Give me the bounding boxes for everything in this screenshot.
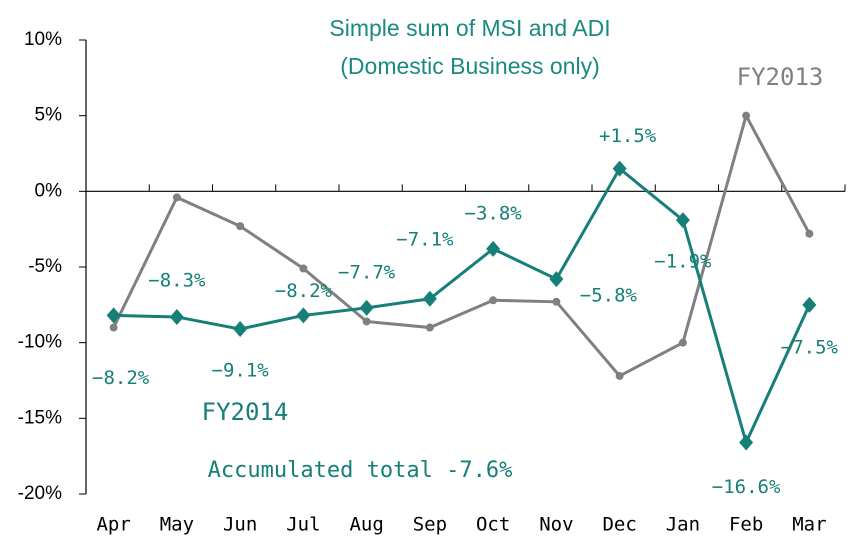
- y-tick-label: -10%: [18, 332, 62, 353]
- series-line: [113, 166, 811, 447]
- point-marker: [549, 271, 564, 288]
- x-tick-label: Aug: [349, 514, 383, 536]
- point-marker: [422, 290, 437, 307]
- data-label: −5.8%: [580, 285, 638, 307]
- point-marker: [169, 308, 184, 325]
- chart-subtitle: (Domestic Business only): [340, 53, 599, 79]
- x-tick-label: Nov: [539, 514, 573, 536]
- x-tick-label: Mar: [792, 514, 826, 536]
- chart-title: Simple sum of MSI and ADI: [329, 15, 610, 41]
- x-tick-label: Apr: [96, 514, 130, 536]
- data-label: −1.9%: [654, 251, 712, 273]
- data-label: −3.8%: [465, 202, 523, 224]
- point-marker: [233, 321, 248, 338]
- point-marker: [552, 297, 561, 306]
- data-label: −9.1%: [212, 360, 270, 382]
- x-tick-label: Jan: [666, 514, 700, 536]
- point-marker: [615, 371, 624, 380]
- y-tick-label: 5%: [35, 105, 63, 126]
- x-tick-label: Jul: [286, 514, 320, 536]
- x-tick-label: Feb: [729, 514, 763, 536]
- annotation: Accumulated total -7.6%: [208, 458, 513, 483]
- y-tick-label: -20%: [18, 483, 62, 504]
- point-marker: [486, 240, 501, 257]
- data-label: −8.2%: [275, 280, 333, 302]
- series-line: [112, 111, 811, 378]
- point-marker: [299, 264, 308, 273]
- point-marker: [425, 323, 434, 332]
- point-marker: [675, 212, 690, 229]
- data-label: +1.5%: [599, 125, 657, 147]
- point-marker: [362, 317, 371, 326]
- point-marker: [172, 193, 181, 202]
- point-marker: [489, 296, 498, 305]
- x-tick-label: May: [160, 514, 194, 536]
- data-label: −7.7%: [338, 261, 396, 283]
- x-tick-label: Sep: [413, 514, 447, 536]
- x-tick-label: Dec: [602, 514, 636, 536]
- point-marker: [802, 296, 817, 313]
- x-tick-label: Oct: [476, 514, 510, 536]
- point-marker: [296, 307, 311, 324]
- point-marker: [678, 338, 687, 347]
- series-label: FY2013: [737, 63, 824, 91]
- series-label: FY2014: [202, 398, 289, 426]
- y-tick-label: 0%: [35, 180, 63, 201]
- x-tick-label: Jun: [223, 514, 257, 536]
- point-marker: [359, 299, 374, 316]
- point-marker: [742, 111, 751, 120]
- point-marker: [106, 307, 121, 324]
- data-label: −7.5%: [781, 336, 839, 358]
- data-label: −8.2%: [92, 367, 150, 389]
- data-label: −7.1%: [396, 228, 454, 250]
- point-marker: [236, 222, 245, 231]
- data-label: −8.3%: [148, 269, 206, 291]
- point-marker: [805, 229, 814, 238]
- y-tick-label: -5%: [28, 256, 62, 277]
- y-tick-label: 10%: [24, 29, 62, 50]
- data-label: −16.6%: [712, 476, 781, 498]
- point-marker: [612, 160, 627, 177]
- point-marker: [109, 323, 118, 332]
- y-tick-label: -15%: [18, 407, 62, 428]
- point-marker: [739, 434, 754, 451]
